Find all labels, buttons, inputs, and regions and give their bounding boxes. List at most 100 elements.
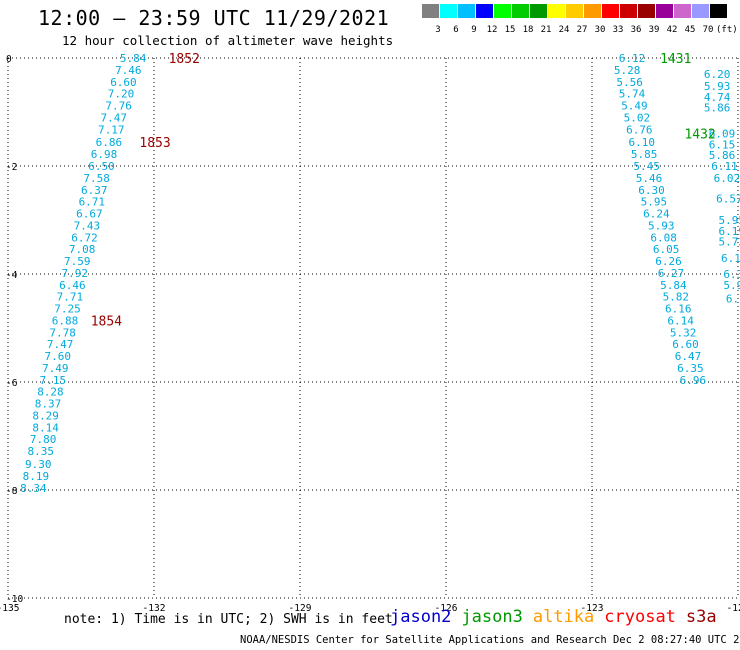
legend-label: 36: [630, 25, 642, 35]
wave-height-label: 5.45: [633, 160, 660, 173]
wave-height-label: 7.47: [47, 338, 74, 351]
time-label: 1853: [139, 136, 170, 151]
time-label: 1432: [684, 128, 715, 143]
wave-height-label: 5.99: [723, 279, 740, 292]
wave-height-label: 5.49: [621, 100, 648, 113]
legend-label: 30: [594, 25, 606, 35]
wave-height-label: 6.30: [638, 184, 665, 197]
legend-swatch: [674, 4, 691, 18]
wave-height-label: 8.37: [35, 398, 62, 411]
wave-height-label: 6.88: [52, 314, 79, 327]
wave-height-label: 6.23: [726, 292, 740, 305]
legend-label: 27: [576, 25, 588, 35]
wave-height-label: 7.47: [100, 111, 127, 124]
y-tick-label: -8: [6, 486, 18, 497]
wave-height-label: 5.86: [709, 149, 736, 162]
wave-height-label: 6.67: [76, 208, 103, 221]
wave-height-label: 5.93: [648, 219, 675, 232]
legend-swatch: [638, 4, 655, 18]
wave-height-label: 6.24: [643, 208, 670, 221]
wave-height-label: 6.14: [667, 314, 694, 327]
legend-label: 12: [486, 25, 498, 35]
wave-height-label: 8.29: [32, 409, 59, 422]
wave-height-label: 6.96: [680, 374, 707, 387]
time-label: 1852: [169, 52, 200, 67]
wave-height-label: 5.02: [624, 111, 651, 124]
wave-height-label: 6.10: [629, 136, 656, 149]
legend-swatch: [602, 4, 619, 18]
x-tick-label: -123: [581, 603, 604, 614]
wave-height-label: 6.09: [709, 128, 736, 141]
wave-height-label: 6.60: [110, 76, 137, 89]
wave-height-label: 7.25: [54, 303, 81, 316]
wave-height-label: 7.20: [108, 88, 134, 101]
wave-height-label: 6.98: [91, 148, 118, 161]
wave-height-label: 6.35: [723, 268, 740, 281]
wave-height-label: 5.95: [719, 214, 740, 227]
wave-height-label: 5.86: [704, 102, 731, 115]
wave-height-label: 8.34: [20, 482, 47, 495]
wave-height-label: 5.93: [704, 80, 731, 93]
wave-height-label: 8.28: [37, 386, 64, 399]
wave-height-label: 7.80: [30, 433, 57, 446]
legend-label: 9: [471, 25, 477, 35]
x-tick-label: -132: [143, 603, 166, 614]
wave-height-label: 7.49: [42, 362, 69, 375]
legend-swatch: [692, 4, 709, 18]
wave-height-label: 6.05: [653, 243, 680, 256]
wave-height-label: 6.10: [721, 252, 740, 265]
wave-height-label: 6.11: [711, 160, 738, 173]
y-tick-label: 0: [6, 54, 12, 65]
wave-height-label: 6.86: [96, 136, 123, 149]
footer-credit: NOAA/NESDIS Center for Satellite Applica…: [240, 634, 740, 646]
wave-height-label: 5.46: [636, 172, 663, 185]
legend-label: 18: [522, 25, 534, 35]
wave-height-label: 7.08: [69, 243, 96, 256]
wave-height-label: 5.73: [719, 236, 740, 249]
legend-swatch: [548, 4, 565, 18]
wave-height-label: 4.74: [704, 91, 731, 104]
legend-label: 42: [666, 25, 678, 35]
satellite-label-jason3: jason3: [461, 607, 523, 627]
wave-height-label: 5.82: [663, 291, 690, 304]
legend-label: 6: [453, 25, 459, 35]
wave-height-label: 6.15: [709, 138, 736, 151]
x-tick-label: -126: [435, 603, 458, 614]
legend-label: 21: [540, 25, 552, 35]
legend-swatch: [440, 4, 457, 18]
wave-height-label: 6.16: [665, 303, 692, 316]
time-label: 1854: [91, 314, 122, 329]
y-tick-label: -4: [6, 270, 18, 281]
wave-height-label: 5.28: [614, 64, 641, 77]
wave-height-label: 6.57: [716, 192, 740, 205]
wave-height-label: 5.56: [616, 76, 643, 89]
wave-height-label: 7.76: [105, 100, 132, 113]
wave-height-label: 5.95: [641, 196, 668, 209]
wave-height-label: 7.15: [40, 374, 66, 387]
satellite-label-jason2: jason2: [390, 607, 452, 627]
legend-swatch: [512, 4, 529, 18]
satellite-label-altika: altika: [532, 607, 595, 627]
wave-height-label: 8.35: [27, 445, 54, 458]
legend-label: 15: [504, 25, 516, 35]
wave-height-label: 5.85: [631, 148, 658, 161]
wave-height-label: 7.17: [98, 123, 125, 136]
x-tick-label: -120: [727, 603, 740, 614]
wave-height-label: 6.47: [675, 350, 702, 363]
legend-label: 3: [435, 25, 441, 35]
wave-height-label: 6.08: [650, 231, 677, 244]
legend-label: 45: [684, 25, 696, 35]
wave-height-label: 5.32: [670, 326, 697, 339]
wave-height-label: 7.46: [115, 64, 142, 77]
x-tick-label: -129: [289, 603, 312, 614]
wave-height-label: 5.84: [120, 52, 147, 65]
wave-height-label: 6.50: [88, 160, 115, 173]
wave-height-label: 7.58: [83, 172, 110, 185]
y-tick-label: -6: [6, 378, 18, 389]
legend-swatch: [620, 4, 637, 18]
wave-height-label: 6.27: [658, 267, 685, 280]
legend-swatch: [584, 4, 601, 18]
wave-height-label: 8.19: [23, 470, 49, 483]
y-tick-label: -10: [6, 594, 23, 605]
